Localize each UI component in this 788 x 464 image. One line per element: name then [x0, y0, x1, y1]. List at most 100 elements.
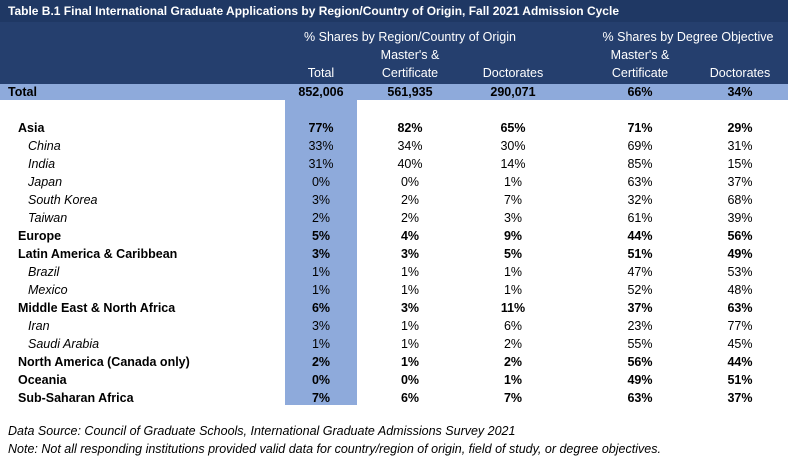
cell: 2% — [503, 355, 523, 369]
column-header: Doctorates — [482, 66, 544, 80]
cell: 3% — [311, 193, 331, 207]
region-label: Asia — [18, 121, 45, 135]
cell: 4% — [400, 229, 420, 243]
cell: 63% — [627, 175, 653, 189]
header-band — [0, 22, 788, 84]
cell: 1% — [503, 265, 523, 279]
country-label: India — [28, 157, 56, 171]
cell: 6% — [400, 391, 420, 405]
country-label: Taiwan — [28, 211, 68, 225]
cell: 56% — [627, 355, 653, 369]
cell: 33% — [308, 139, 334, 153]
cell: 47% — [627, 265, 653, 279]
cell: 15% — [727, 157, 753, 171]
cell: 29% — [727, 121, 753, 135]
cell: 49% — [727, 247, 753, 261]
cell: 56% — [727, 229, 753, 243]
cell: 53% — [727, 265, 753, 279]
total-column — [285, 100, 357, 405]
country-label: China — [28, 139, 61, 153]
note: Data Source: Council of Graduate Schools… — [8, 424, 516, 438]
cell: 31% — [308, 157, 334, 171]
cell: 3% — [400, 247, 420, 261]
cell: 2% — [400, 211, 420, 225]
column-header: Master's & — [610, 48, 670, 62]
cell: 1% — [400, 265, 420, 279]
cell: 77% — [727, 319, 753, 333]
cell: 48% — [727, 283, 753, 297]
cell: 2% — [503, 337, 523, 351]
cell: 11% — [500, 301, 526, 315]
group-header: % Shares by Degree Objective — [602, 30, 774, 44]
cell: 44% — [627, 229, 653, 243]
cell: 31% — [727, 139, 753, 153]
cell: 3% — [311, 319, 331, 333]
cell: 69% — [627, 139, 653, 153]
total-band — [0, 84, 788, 100]
cell: 852,006 — [298, 85, 344, 99]
region-label: Latin America & Caribbean — [18, 247, 178, 261]
cell: 6% — [503, 319, 523, 333]
cell: 34% — [397, 139, 423, 153]
cell: 1% — [400, 283, 420, 297]
region-label: Sub-Saharan Africa — [18, 391, 134, 405]
cell: 1% — [311, 265, 331, 279]
cell: 49% — [627, 373, 653, 387]
cell: 51% — [727, 373, 753, 387]
cell: 0% — [400, 373, 420, 387]
cell: 68% — [727, 193, 753, 207]
cell: 23% — [627, 319, 653, 333]
cell: 0% — [311, 175, 331, 189]
cell: 63% — [627, 391, 653, 405]
cell: 2% — [400, 193, 420, 207]
cell: 45% — [727, 337, 753, 351]
column-header: Doctorates — [709, 66, 771, 80]
cell: 7% — [503, 193, 523, 207]
country-label: South Korea — [28, 193, 98, 207]
cell: 3% — [311, 247, 331, 261]
cell: 5% — [311, 229, 331, 243]
cell: 51% — [627, 247, 653, 261]
cell: 44% — [727, 355, 753, 369]
cell: 1% — [311, 283, 331, 297]
cell: 30% — [500, 139, 526, 153]
cell: 32% — [627, 193, 653, 207]
note: Note: Not all responding institutions pr… — [8, 442, 661, 456]
cell: 37% — [727, 175, 753, 189]
country-label: Japan — [28, 175, 63, 189]
cell: 2% — [311, 355, 331, 369]
column-header: Total — [307, 66, 335, 80]
cell: 77% — [308, 121, 334, 135]
cell: 63% — [727, 301, 753, 315]
cell: 61% — [627, 211, 653, 225]
cell: 37% — [727, 391, 753, 405]
cell: 66% — [627, 85, 653, 99]
cell: 34% — [727, 85, 753, 99]
cell: 82% — [397, 121, 423, 135]
cell: 65% — [500, 121, 526, 135]
group-header: % Shares by Region/Country of Origin — [304, 30, 516, 44]
region-label: Middle East & North Africa — [18, 301, 176, 315]
region-label: Europe — [18, 229, 62, 243]
cell: 3% — [400, 301, 420, 315]
cell: 2% — [311, 211, 331, 225]
cell: 1% — [400, 337, 420, 351]
cell: 0% — [311, 373, 331, 387]
cell: 0% — [400, 175, 420, 189]
cell: 40% — [397, 157, 423, 171]
cell: 561,935 — [387, 85, 433, 99]
cell: 1% — [400, 355, 420, 369]
column-header: Certificate — [381, 66, 439, 80]
cell: 37% — [627, 301, 653, 315]
cell: 55% — [627, 337, 653, 351]
table-title: Table B.1 Final International Graduate A… — [8, 4, 619, 18]
cell: 1% — [503, 283, 523, 297]
cell: 1% — [503, 373, 523, 387]
cell: 290,071 — [490, 85, 536, 99]
cell: 39% — [727, 211, 753, 225]
title-bar — [0, 0, 788, 22]
cell: 85% — [627, 157, 653, 171]
column-header: Master's & — [380, 48, 440, 62]
cell: 14% — [500, 157, 526, 171]
